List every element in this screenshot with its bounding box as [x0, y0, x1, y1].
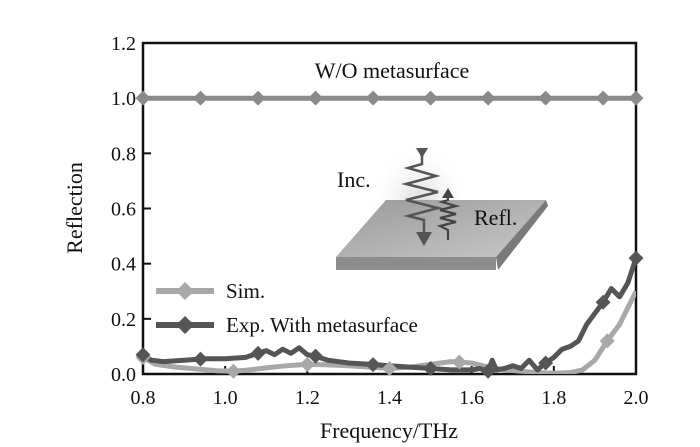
y-tick-label: 0.6 — [111, 199, 136, 221]
data-point-w-o-metasurface — [480, 90, 496, 106]
data-point-exp-with-metasurface — [308, 348, 324, 364]
data-point-sim — [451, 354, 467, 370]
y-tick-label: 0.2 — [111, 309, 136, 331]
top-annotation: W/O metasurface — [315, 58, 470, 83]
y-tick-label: 0.8 — [111, 143, 136, 165]
data-point-w-o-metasurface — [308, 90, 324, 106]
data-point-w-o-metasurface — [595, 90, 611, 106]
data-point-w-o-metasurface — [538, 90, 554, 106]
x-tick-label: 1.0 — [213, 387, 238, 409]
reflected-arrow-head-icon — [442, 188, 454, 198]
data-point-exp-with-metasurface — [365, 357, 381, 373]
data-point-w-o-metasurface — [628, 90, 644, 106]
legend-marker-sim-icon — [176, 282, 194, 300]
incident-wave-icon — [401, 148, 443, 234]
legend-label-sim: Sim. — [226, 279, 265, 303]
data-point-exp-with-metasurface — [595, 294, 611, 310]
data-point-sim — [599, 333, 615, 349]
y-tick-label: 0.4 — [111, 254, 136, 276]
data-point-sim — [225, 363, 241, 379]
metasurface-plate-icon — [336, 200, 546, 257]
data-point-w-o-metasurface — [423, 90, 439, 106]
data-point-w-o-metasurface — [365, 90, 381, 106]
y-tick-label: 0.0 — [111, 364, 136, 386]
data-point-exp-with-metasurface — [193, 351, 209, 367]
inset-illustration: Inc. Refl. — [336, 140, 548, 276]
x-tick-label: 0.8 — [131, 387, 156, 409]
data-point-w-o-metasurface — [135, 90, 151, 106]
data-point-sim — [299, 356, 315, 372]
inset-label-reflected: Refl. — [474, 205, 517, 230]
data-point-sim — [382, 360, 397, 376]
data-point-exp-with-metasurface — [628, 250, 644, 266]
data-point-w-o-metasurface — [193, 90, 209, 106]
x-tick-label: 1.8 — [541, 387, 566, 409]
data-point-w-o-metasurface — [250, 90, 266, 106]
data-point-exp-with-metasurface — [538, 355, 554, 371]
x-axis: 0.8 1.0 1.2 1.4 1.6 1.8 2.0 — [131, 366, 649, 409]
x-tick-label: 1.2 — [295, 387, 320, 409]
x-axis-title: Frequency/THz — [320, 418, 458, 443]
y-tick-label: 1.0 — [111, 88, 136, 110]
data-point-exp-with-metasurface — [480, 363, 496, 379]
x-tick-label: 1.6 — [459, 387, 484, 409]
y-axis: 0.0 0.2 0.4 0.6 0.8 1.0 1.2 — [111, 33, 151, 386]
data-point-exp-with-metasurface — [423, 360, 439, 376]
y-axis-title: Reflection — [62, 162, 87, 254]
plate-front-edge — [336, 257, 496, 270]
data-point-exp-with-metasurface — [135, 347, 151, 363]
plate-side-edge — [496, 200, 548, 270]
legend-label-exp: Exp. With metasurface — [226, 313, 418, 337]
x-tick-label: 1.4 — [377, 387, 402, 409]
data-point-exp-with-metasurface — [250, 345, 266, 361]
inset-label-incident: Inc. — [337, 167, 371, 192]
y-tick-label: 1.2 — [111, 33, 136, 55]
x-tick-label: 2.0 — [624, 387, 649, 409]
legend: Sim. Exp. With metasurface — [156, 279, 418, 337]
reflected-wave-icon — [436, 196, 461, 240]
legend-marker-exp-icon — [176, 316, 194, 334]
incident-arrow-head-icon — [416, 232, 432, 246]
incident-arrow-tail-icon — [416, 148, 428, 158]
marker-layer — [135, 90, 644, 379]
